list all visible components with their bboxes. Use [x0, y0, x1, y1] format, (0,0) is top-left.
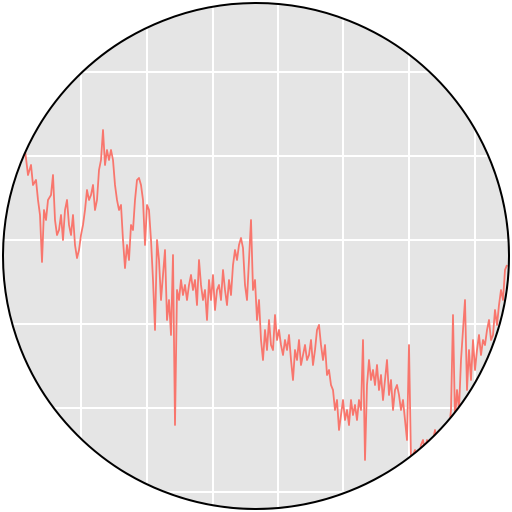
frame-circle — [2, 2, 510, 510]
plot-background — [3, 3, 509, 509]
plot-area — [3, 3, 509, 509]
chart — [2, 2, 510, 510]
